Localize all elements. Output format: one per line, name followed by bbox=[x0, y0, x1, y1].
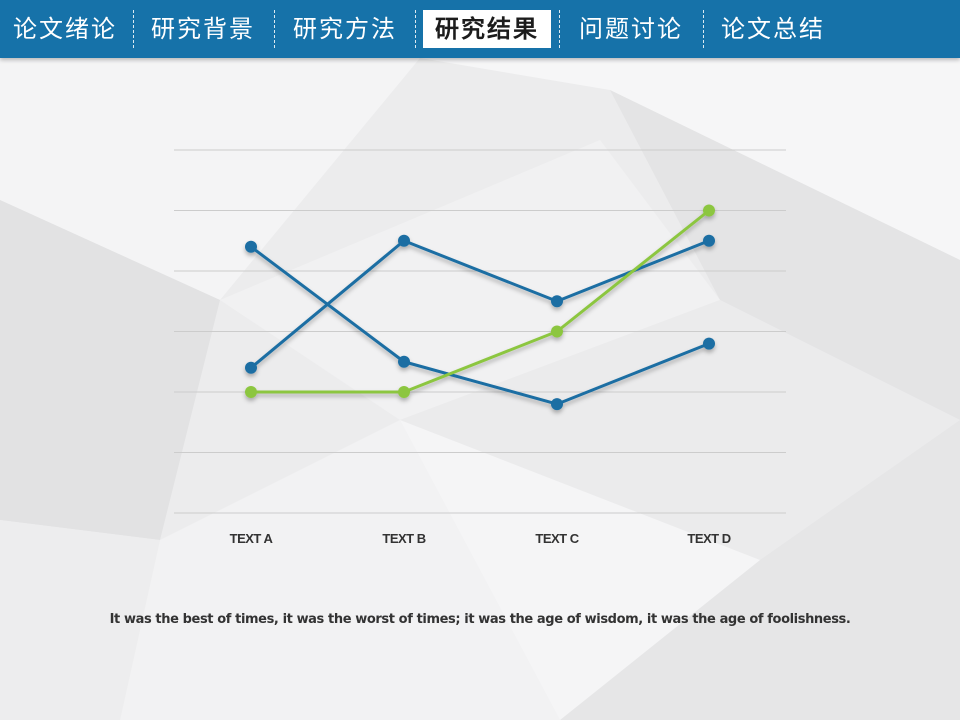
nav-separator bbox=[133, 10, 134, 48]
nav-tab-introduction[interactable]: 论文绪论 bbox=[13, 15, 117, 43]
data-point-s1-1 bbox=[245, 240, 257, 253]
x-tick-label: TEXT B bbox=[382, 531, 425, 546]
x-tick-label: TEXT D bbox=[687, 531, 730, 546]
data-point-s2-3 bbox=[551, 295, 563, 308]
data-point-s3-4 bbox=[703, 204, 715, 217]
data-point-s3-2 bbox=[398, 386, 410, 398]
caption-text: It was the best of times, it was the wor… bbox=[109, 612, 851, 627]
data-point-s1-4 bbox=[703, 337, 715, 350]
data-point-s1-3 bbox=[551, 398, 563, 411]
nav-tab-conclusion[interactable]: 论文总结 bbox=[721, 15, 825, 43]
x-tick-label: TEXT C bbox=[535, 531, 579, 546]
nav-tab-discussion[interactable]: 问题讨论 bbox=[579, 15, 683, 43]
data-point-s3-1 bbox=[245, 386, 257, 398]
data-point-s2-2 bbox=[398, 234, 410, 247]
top-navigation-bar: 论文绪论 研究背景 研究方法 研究结果 问题讨论 论文总结 bbox=[0, 0, 960, 58]
nav-tab-background[interactable]: 研究背景 bbox=[151, 15, 255, 43]
data-point-s3-3 bbox=[551, 325, 563, 338]
data-point-s1-2 bbox=[398, 355, 410, 368]
series-line-3 bbox=[251, 209, 710, 394]
data-point-s2-4 bbox=[703, 234, 715, 247]
nav-separator bbox=[703, 10, 704, 48]
nav-separator bbox=[415, 10, 416, 48]
nav-tab-methods[interactable]: 研究方法 bbox=[293, 15, 397, 43]
data-point-s2-1 bbox=[245, 361, 257, 374]
nav-tab-results[interactable]: 研究结果 bbox=[423, 10, 551, 48]
series-line-2 bbox=[250, 239, 710, 369]
x-tick-label: TEXT A bbox=[230, 531, 274, 546]
nav-separator bbox=[274, 10, 275, 48]
nav-separator bbox=[559, 10, 560, 48]
